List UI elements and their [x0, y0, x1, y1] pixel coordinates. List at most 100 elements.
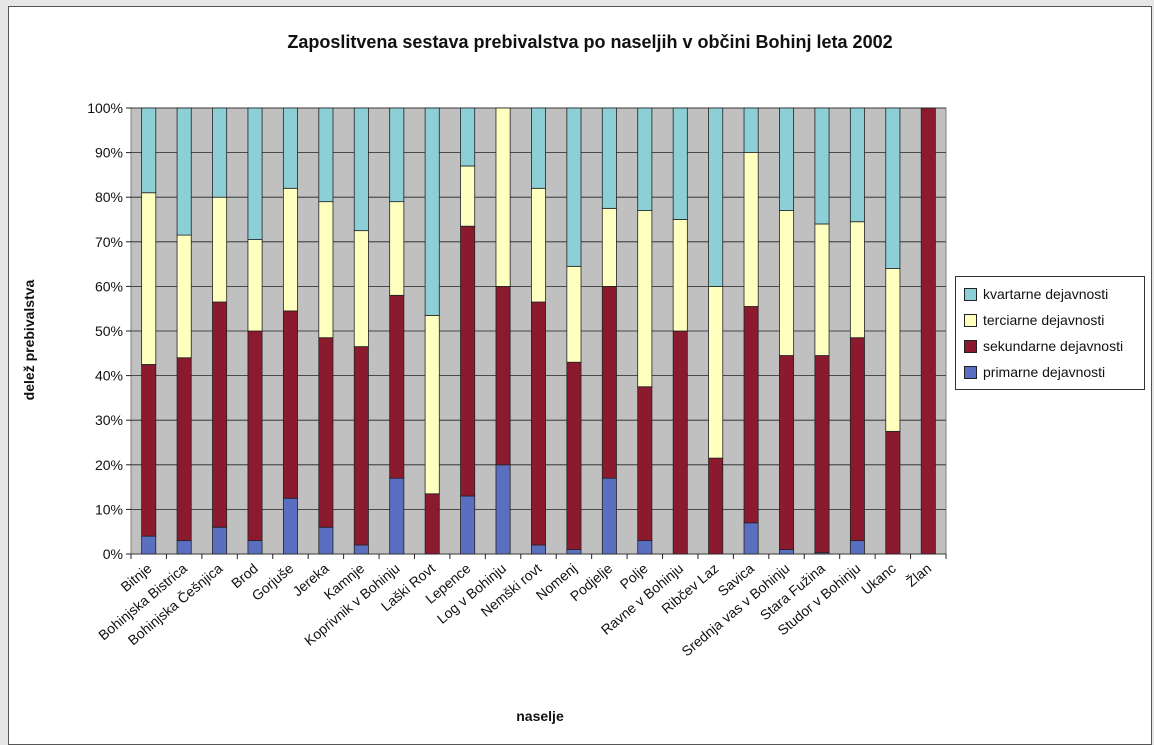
- bar-segment: [353, 230, 369, 348]
- legend-item: sekundarne dejavnosti: [964, 333, 1144, 359]
- bar-segment: [318, 337, 334, 528]
- y-tick-label: 30%: [95, 412, 123, 428]
- bar-segment: [531, 544, 546, 555]
- bar-segment: [743, 522, 759, 555]
- legend-label: kvartarne dejavnosti: [983, 286, 1109, 302]
- y-tick-label: 60%: [95, 278, 123, 294]
- bar-segment: [566, 549, 582, 555]
- bar-segment: [531, 107, 546, 189]
- bar-segment: [176, 107, 192, 236]
- bar-segment: [353, 544, 369, 555]
- bar-segment: [212, 107, 228, 198]
- bar-segment: [779, 549, 795, 555]
- bar-segment: [247, 330, 263, 542]
- bar-segment: [353, 107, 369, 232]
- bar-segment: [885, 430, 901, 555]
- legend-swatch: [964, 365, 977, 379]
- bar-segment: [460, 165, 476, 227]
- bar-segment: [531, 187, 546, 303]
- bar-segment: [849, 107, 865, 223]
- bar-segment: [672, 107, 688, 220]
- bar-segment: [743, 107, 759, 153]
- bar-segment: [814, 223, 830, 356]
- bar-segment: [708, 457, 724, 555]
- bar-segment: [601, 207, 617, 287]
- bar-segment: [495, 464, 511, 555]
- bar-segment: [141, 107, 157, 194]
- bar-segment: [849, 337, 865, 542]
- bar-segment: [318, 526, 334, 555]
- bar-segment: [531, 301, 546, 546]
- bar-segment: [743, 306, 759, 524]
- bar-segment: [282, 497, 298, 555]
- legend-item: kvartarne dejavnosti: [964, 281, 1144, 307]
- x-tick-label: Ukanc: [858, 560, 899, 598]
- x-axis-label: naselje: [516, 708, 564, 724]
- bar-segment: [141, 535, 157, 555]
- chart-title: Zaposlitvena sestava prebivalstva po nas…: [287, 32, 893, 52]
- bar-segment: [672, 219, 688, 332]
- bar-segment: [743, 152, 759, 307]
- bar-segment: [247, 540, 263, 555]
- bar-segment: [495, 285, 511, 466]
- bar-segment: [282, 187, 298, 312]
- bar-segment: [460, 107, 476, 167]
- y-tick-label: 80%: [95, 189, 123, 205]
- bar-segment: [601, 285, 617, 479]
- y-tick-label: 70%: [95, 234, 123, 250]
- bar-segment: [779, 107, 795, 211]
- y-tick-label: 20%: [95, 457, 123, 473]
- bar-segment: [282, 107, 298, 189]
- y-tick-label: 10%: [95, 501, 123, 517]
- bar-segment: [212, 301, 228, 528]
- bar-segment: [601, 477, 617, 555]
- bar-segment: [318, 201, 334, 339]
- bar-segment: [424, 493, 440, 555]
- bar-segment: [779, 210, 795, 356]
- bar-segment: [389, 201, 405, 296]
- bar-segment: [212, 196, 228, 303]
- bar-segment: [637, 386, 653, 542]
- bar-segment: [849, 221, 865, 339]
- bar-segment: [389, 294, 405, 479]
- bar-segment: [176, 540, 192, 555]
- bar-segment: [247, 107, 263, 240]
- bar-segment: [460, 495, 476, 555]
- bar-segment: [424, 314, 440, 495]
- y-axis-label: delež prebivalstva: [21, 279, 37, 401]
- bar-segment: [708, 285, 724, 459]
- bar-segment: [460, 225, 476, 497]
- bar-segment: [176, 234, 192, 359]
- chart-legend: kvartarne dejavnosti terciarne dejavnosti…: [955, 276, 1145, 390]
- bar-segment: [141, 364, 157, 537]
- bar-segment: [885, 107, 901, 269]
- bar-segment: [495, 107, 511, 287]
- bar-segment: [566, 361, 582, 550]
- legend-label: sekundarne dejavnosti: [983, 338, 1124, 354]
- bar-segment: [176, 357, 192, 542]
- legend-item: terciarne dejavnosti: [964, 307, 1144, 333]
- bar-segment: [282, 310, 298, 499]
- x-tick-label: Žlan: [903, 560, 934, 590]
- bar-segment: [566, 107, 582, 267]
- legend-item: primarne dejavnosti: [964, 359, 1144, 385]
- y-tick-label: 100%: [87, 100, 123, 116]
- bar-segment: [708, 107, 724, 287]
- bar-segment: [247, 239, 263, 332]
- bar-segment: [779, 355, 795, 550]
- legend-swatch: [964, 313, 977, 327]
- y-tick-label: 90%: [95, 145, 123, 161]
- bar-segment: [637, 210, 653, 388]
- bar-segment: [601, 107, 617, 209]
- y-tick-label: 50%: [95, 323, 123, 339]
- bar-segment: [885, 268, 901, 432]
- bar-segment: [424, 107, 440, 316]
- bar-segment: [814, 107, 830, 225]
- bar-segment: [389, 107, 405, 203]
- bar-segment: [353, 346, 369, 546]
- legend-label: terciarne dejavnosti: [983, 312, 1105, 328]
- legend-swatch: [964, 287, 977, 301]
- bar-segment: [672, 330, 688, 555]
- y-tick-label: 40%: [95, 368, 123, 384]
- y-tick-label: 0%: [103, 546, 123, 562]
